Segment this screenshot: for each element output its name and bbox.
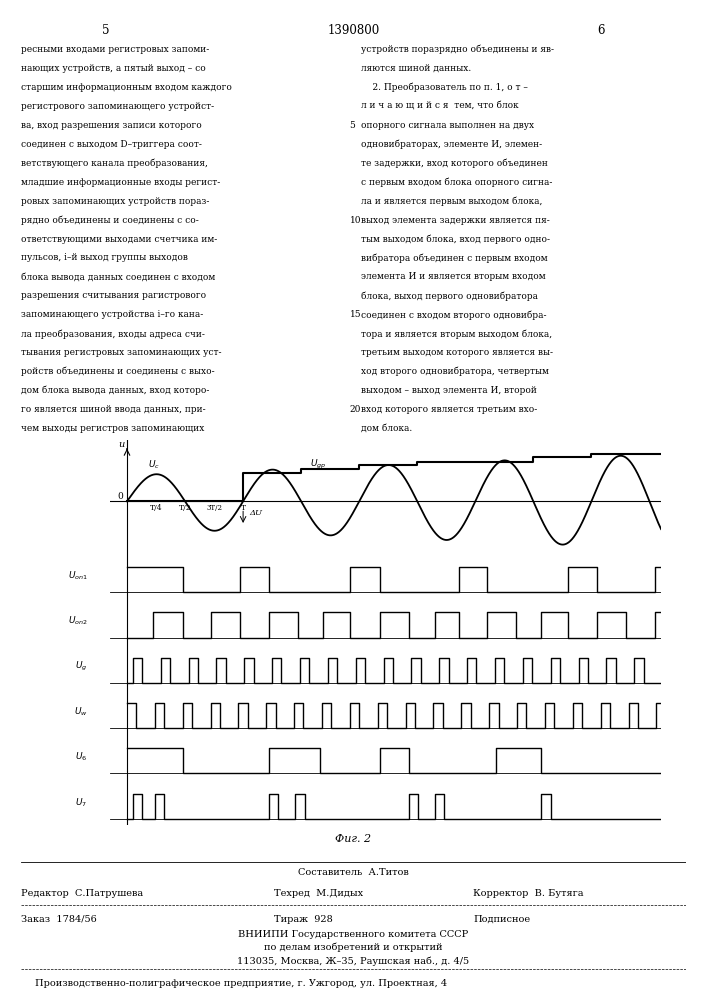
Text: соединен с выходом D–триггера соот-: соединен с выходом D–триггера соот- bbox=[21, 140, 202, 149]
Text: ΔU: ΔU bbox=[249, 509, 262, 517]
Text: $U_g$: $U_g$ bbox=[75, 660, 88, 673]
Text: $U_{on2}$: $U_{on2}$ bbox=[68, 615, 88, 627]
Text: Подписное: Подписное bbox=[473, 915, 530, 924]
Text: третьим выходом которого является вы-: третьим выходом которого является вы- bbox=[361, 348, 553, 357]
Text: выход элемента задержки является пя-: выход элемента задержки является пя- bbox=[361, 216, 549, 225]
Text: вход которого является третьим вхо-: вход которого является третьим вхо- bbox=[361, 405, 537, 414]
Text: ройств объединены и соединены с выхо-: ройств объединены и соединены с выхо- bbox=[21, 367, 215, 376]
Text: соединен с входом второго одновибра-: соединен с входом второго одновибра- bbox=[361, 310, 546, 320]
Text: пульсов, i–й выход группы выходов: пульсов, i–й выход группы выходов bbox=[21, 253, 188, 262]
Text: го является шиной ввода данных, при-: го является шиной ввода данных, при- bbox=[21, 405, 206, 414]
Text: блока, выход первого одновибратора: блока, выход первого одновибратора bbox=[361, 291, 537, 301]
Text: одновибраторах, элементе И, элемен-: одновибраторах, элементе И, элемен- bbox=[361, 139, 542, 149]
Text: 20: 20 bbox=[349, 405, 361, 414]
Text: младшие информационные входы регист-: младшие информационные входы регист- bbox=[21, 178, 221, 187]
Text: $U_{on1}$: $U_{on1}$ bbox=[68, 570, 88, 582]
Text: 0: 0 bbox=[117, 492, 123, 501]
Text: $U_7$: $U_7$ bbox=[76, 796, 88, 809]
Text: Составитель  А.Титов: Составитель А.Титов bbox=[298, 868, 409, 877]
Text: разрешения считывания рагистрового: разрешения считывания рагистрового bbox=[21, 291, 206, 300]
Text: ла и является первым выходом блока,: ла и является первым выходом блока, bbox=[361, 196, 542, 206]
Text: ВНИИПИ Государственного комитета СССР: ВНИИПИ Государственного комитета СССР bbox=[238, 930, 469, 939]
Text: тым выходом блока, вход первого одно-: тым выходом блока, вход первого одно- bbox=[361, 234, 549, 244]
Text: нающих устройств, а пятый выход – со: нающих устройств, а пятый выход – со bbox=[21, 64, 206, 73]
Text: ответствующими выходами счетчика им-: ответствующими выходами счетчика им- bbox=[21, 234, 218, 243]
Text: те задержки, вход которого объединен: те задержки, вход которого объединен bbox=[361, 158, 547, 168]
Text: ход второго одновибратора, четвертым: ход второго одновибратора, четвертым bbox=[361, 367, 549, 376]
Text: ла преобразования, входы адреса счи-: ла преобразования, входы адреса счи- bbox=[21, 329, 205, 339]
Text: T: T bbox=[240, 504, 245, 512]
Text: ресными входами регистровых запоми-: ресными входами регистровых запоми- bbox=[21, 45, 209, 54]
Text: ва, вход разрешения записи которого: ва, вход разрешения записи которого bbox=[21, 121, 202, 130]
Text: Техред  М.Дидых: Техред М.Дидых bbox=[274, 889, 363, 898]
Text: тывания регистровых запоминающих уст-: тывания регистровых запоминающих уст- bbox=[21, 348, 222, 357]
Text: выходом – выход элемента И, второй: выходом – выход элемента И, второй bbox=[361, 386, 537, 395]
Text: чем выходы регистров запоминающих: чем выходы регистров запоминающих bbox=[21, 424, 204, 433]
Text: 113035, Москва, Ж–35, Раушская наб., д. 4/5: 113035, Москва, Ж–35, Раушская наб., д. … bbox=[238, 956, 469, 966]
Text: дом блока.: дом блока. bbox=[361, 424, 411, 433]
Text: 2. Преобразователь по п. 1, о т –: 2. Преобразователь по п. 1, о т – bbox=[361, 83, 527, 92]
Text: 3T/2: 3T/2 bbox=[206, 504, 222, 512]
Text: T/4: T/4 bbox=[150, 504, 163, 512]
Text: блока вывода данных соединен с входом: блока вывода данных соединен с входом bbox=[21, 272, 216, 281]
Text: 1390800: 1390800 bbox=[327, 24, 380, 37]
Text: $U_c$: $U_c$ bbox=[148, 458, 160, 471]
Text: T/2: T/2 bbox=[179, 504, 192, 512]
Text: Редактор  С.Патрушева: Редактор С.Патрушева bbox=[21, 889, 144, 898]
Text: $U_6$: $U_6$ bbox=[75, 751, 88, 763]
Text: Производственно-полиграфическое предприятие, г. Ужгород, ул. Проектная, 4: Производственно-полиграфическое предприя… bbox=[35, 980, 447, 988]
Text: u: u bbox=[118, 440, 124, 449]
Text: по делам изобретений и открытий: по делам изобретений и открытий bbox=[264, 943, 443, 952]
Text: тора и является вторым выходом блока,: тора и является вторым выходом блока, bbox=[361, 329, 551, 339]
Text: $U_{gp}$: $U_{gp}$ bbox=[310, 458, 327, 471]
Text: Фиг. 2: Фиг. 2 bbox=[335, 834, 372, 844]
Text: элемента И и является вторым входом: элемента И и является вторым входом bbox=[361, 272, 545, 281]
Text: 5: 5 bbox=[103, 24, 110, 37]
Text: ветствующего канала преобразования,: ветствующего канала преобразования, bbox=[21, 158, 208, 168]
Text: Тираж  928: Тираж 928 bbox=[274, 915, 332, 924]
Text: Корректор  В. Бутяга: Корректор В. Бутяга bbox=[473, 889, 583, 898]
Text: Заказ  1784/56: Заказ 1784/56 bbox=[21, 915, 97, 924]
Text: ляются шиной данных.: ляются шиной данных. bbox=[361, 64, 471, 73]
Text: регистрового запоминающего устройст-: регистрового запоминающего устройст- bbox=[21, 102, 214, 111]
Text: 5: 5 bbox=[349, 121, 356, 130]
Text: старшим информационным входом каждого: старшим информационным входом каждого bbox=[21, 83, 232, 92]
Text: 6: 6 bbox=[597, 24, 604, 37]
Text: л и ч а ю щ и й с я  тем, что блок: л и ч а ю щ и й с я тем, что блок bbox=[361, 102, 518, 111]
Text: запоминающего устройства i–го кана-: запоминающего устройства i–го кана- bbox=[21, 310, 204, 319]
Text: $U_w$: $U_w$ bbox=[74, 706, 88, 718]
Text: с первым входом блока опорного сигна-: с первым входом блока опорного сигна- bbox=[361, 177, 552, 187]
Text: вибратора объединен с первым входом: вибратора объединен с первым входом bbox=[361, 253, 547, 263]
Text: рядно объединены и соединены с со-: рядно объединены и соединены с со- bbox=[21, 215, 199, 225]
Text: дом блока вывода данных, вход которо-: дом блока вывода данных, вход которо- bbox=[21, 386, 209, 395]
Text: устройств поразрядно объединены и яв-: устройств поразрядно объединены и яв- bbox=[361, 45, 554, 54]
Text: 10: 10 bbox=[349, 216, 361, 225]
Text: опорного сигнала выполнен на двух: опорного сигнала выполнен на двух bbox=[361, 121, 534, 130]
Text: 15: 15 bbox=[349, 310, 361, 319]
Text: ровых запоминающих устройств пораз-: ровых запоминающих устройств пораз- bbox=[21, 197, 209, 206]
